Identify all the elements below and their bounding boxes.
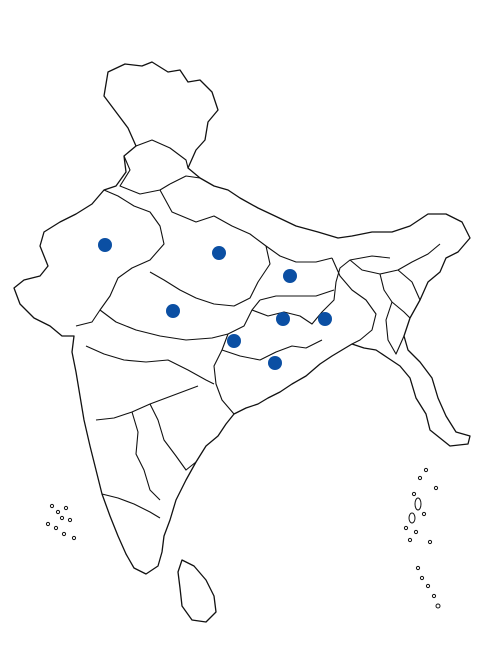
country-outline: [13, 61, 471, 623]
lakshadweep-islands: [45, 503, 77, 541]
location-marker-6: [318, 312, 332, 326]
location-marker-1: [98, 238, 112, 252]
andaman-nicobar-islands: [403, 467, 441, 609]
location-marker-3: [283, 269, 297, 283]
location-marker-5: [276, 312, 290, 326]
location-marker-8: [268, 356, 282, 370]
location-marker-2: [212, 246, 226, 260]
location-marker-7: [227, 334, 241, 348]
location-markers: [98, 238, 332, 370]
state-boundaries: [75, 139, 441, 519]
location-marker-4: [166, 304, 180, 318]
